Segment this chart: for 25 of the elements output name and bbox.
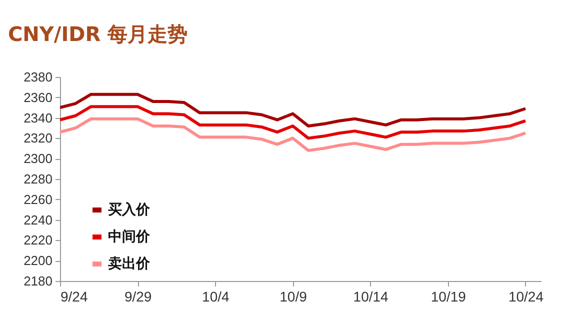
x-tick-label: 10/14 xyxy=(353,288,389,304)
x-tick-label: 9/24 xyxy=(60,288,88,304)
line-series xyxy=(60,117,527,152)
x-tick-label: 10/24 xyxy=(508,288,544,304)
x-tick-label: 10/9 xyxy=(280,288,308,304)
legend-label: 买入价 xyxy=(108,202,151,218)
x-tick-label: 10/4 xyxy=(202,288,230,304)
y-tick-label: 2180 xyxy=(24,274,52,288)
line-series xyxy=(60,105,527,140)
line-series xyxy=(60,92,527,128)
legend-label: 卖出价 xyxy=(108,256,151,272)
y-tick-label: 2240 xyxy=(24,212,52,228)
y-tick-label: 2300 xyxy=(24,151,52,166)
y-tick-label: 2380 xyxy=(24,70,52,84)
y-tick-label: 2200 xyxy=(24,253,52,268)
y-tick-label: 2340 xyxy=(24,110,52,126)
y-tick-label: 2360 xyxy=(24,90,52,105)
y-tick-label: 2280 xyxy=(24,172,52,186)
x-tick-label: 9/29 xyxy=(124,288,152,304)
y-tick-label: 2220 xyxy=(24,232,52,248)
y-tick-label: 2260 xyxy=(24,192,52,207)
y-tick-label: 2320 xyxy=(24,130,52,146)
legend-label: 中间价 xyxy=(108,229,151,245)
chart-title: CNY/IDR 每月走势 xyxy=(8,22,188,46)
x-tick-label: 10/19 xyxy=(430,288,466,304)
